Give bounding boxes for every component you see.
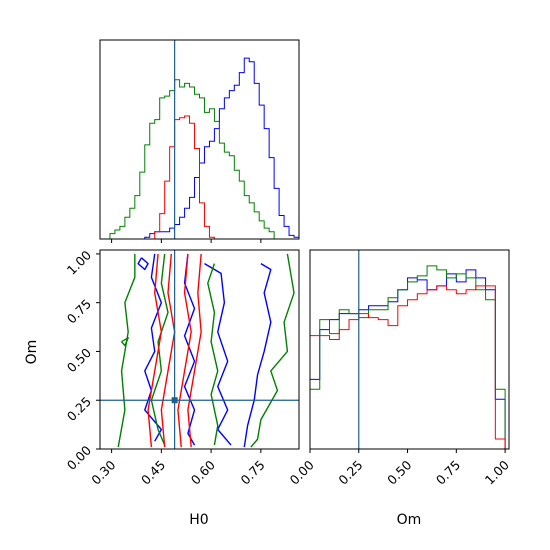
x-tick-label: 0.60 — [188, 457, 218, 487]
x-axis-label-om: Om — [397, 512, 422, 528]
x-tick-label: 0.45 — [138, 457, 168, 487]
contour-line-blue — [137, 257, 149, 271]
h0-marginal-panel — [99, 39, 300, 243]
contour-line-red — [147, 253, 163, 448]
histogram-series-blue — [100, 57, 299, 239]
x-axis-label-h0: H0 — [189, 512, 208, 528]
om-marginal-panel: 0.00 0.25 0.50 0.75 1.00 — [287, 249, 512, 488]
contour-group — [117, 253, 295, 448]
contour-line-blue — [183, 253, 196, 446]
h0-om-joint-panel: 0.30 0.45 0.60 0.75 0.00 0.25 0.50 0.75 1.00 — [64, 247, 300, 488]
axes-frame — [309, 249, 510, 450]
contour-line-blue — [144, 253, 163, 442]
x-tick-label: 0.00 — [287, 457, 317, 487]
y-tick-label: 1.00 — [64, 247, 94, 277]
contour-line-red — [160, 253, 176, 448]
contour-line-green — [150, 253, 169, 446]
x-tick-label: 0.75 — [237, 457, 267, 487]
y-tick-label: 0.75 — [64, 296, 94, 326]
axes-frame — [99, 249, 300, 450]
contour-line-green — [207, 263, 219, 446]
histogram-series-red — [310, 285, 506, 449]
histogram-series-green — [100, 79, 299, 239]
contour-line-green — [121, 337, 129, 347]
x-tick-label: 0.75 — [433, 457, 463, 487]
contour-line-red — [187, 253, 202, 448]
truth-marker — [171, 397, 178, 404]
contour-line-blue — [204, 263, 232, 446]
contour-line-green — [250, 253, 295, 448]
histogram-series-green — [310, 265, 506, 449]
x-tick-label: 0.25 — [335, 457, 365, 487]
x-tick-label: 0.50 — [384, 457, 414, 487]
x-tick-label: 0.30 — [88, 457, 118, 487]
histogram-series-red — [100, 115, 299, 239]
contour-line-red — [177, 253, 192, 448]
histogram-series-blue — [310, 269, 506, 449]
x-tick-label: 1.00 — [482, 457, 512, 487]
contour-line-blue — [243, 263, 272, 448]
y-tick-label: 0.50 — [64, 345, 94, 375]
y-tick-label: 0.00 — [64, 442, 94, 472]
y-axis-label-om: Om — [24, 340, 40, 365]
contour-line-green — [117, 253, 136, 448]
y-tick-label: 0.25 — [64, 394, 94, 424]
axes-frame — [99, 39, 300, 240]
